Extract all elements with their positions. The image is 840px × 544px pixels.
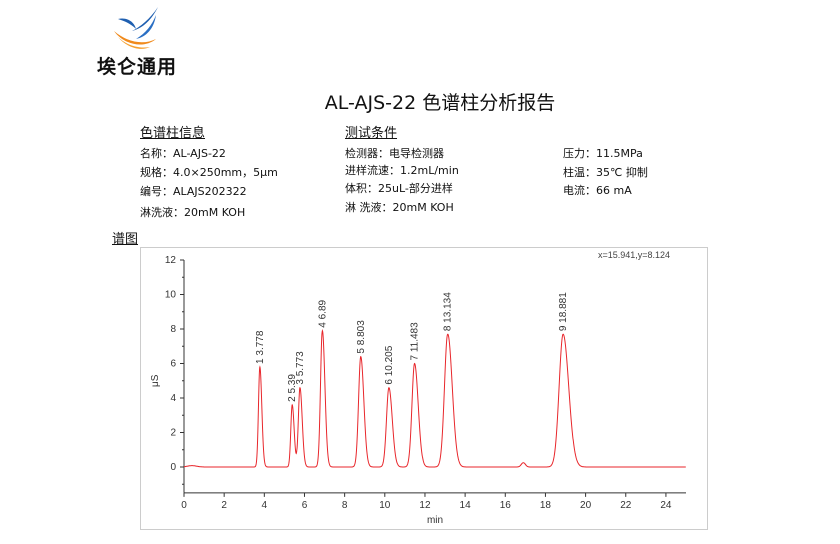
x-tick-label: 8 xyxy=(342,500,348,511)
y-tick-label: 4 xyxy=(170,393,176,404)
eluent: 淋 洗液：20mM KOH xyxy=(345,201,454,214)
y-tick-label: 6 xyxy=(170,359,176,370)
x-tick-label: 22 xyxy=(620,500,632,511)
peak-label: 6 10.205 xyxy=(384,345,395,384)
test-conditions-heading: 测试条件 xyxy=(345,126,398,141)
cursor-readout: x=15.941,y=8.124 xyxy=(598,250,671,260)
column-info-heading: 色谱柱信息 xyxy=(140,126,206,141)
x-tick-label: 14 xyxy=(460,500,472,511)
peak-label: 5 8.803 xyxy=(356,320,367,354)
peak-label: 4 6.89 xyxy=(317,299,328,327)
report-title: AL-AJS-22 色谱柱分析报告 xyxy=(324,92,556,114)
company-logo-icon xyxy=(114,7,158,49)
spectrum-label: 谱图 xyxy=(112,232,139,247)
y-tick-label: 2 xyxy=(170,428,176,439)
detector: 检测器：电导检测器 xyxy=(345,147,444,160)
flow-rate: 进样流速：1.2mL/min xyxy=(345,164,459,177)
column-eluent: 淋洗液：20mM KOH xyxy=(140,206,246,219)
y-tick-label: 12 xyxy=(165,255,177,266)
x-tick-label: 2 xyxy=(221,500,227,511)
pressure: 压力：11.5MPa xyxy=(563,147,643,160)
x-axis-label: min xyxy=(427,515,443,526)
peak-label: 7 11.483 xyxy=(410,322,421,361)
volume: 体积：25uL-部分进样 xyxy=(345,182,453,195)
y-tick-label: 8 xyxy=(170,324,176,335)
x-tick-label: 0 xyxy=(181,500,187,511)
company-logo-text: 埃仑通用 xyxy=(97,56,178,78)
column-number: 编号：ALAJS202322 xyxy=(140,185,247,198)
column-temp: 柱温：35℃ 抑制 xyxy=(563,166,648,179)
x-tick-label: 4 xyxy=(262,500,268,511)
y-axis-label: μS xyxy=(150,374,161,387)
peak-label: 1 3.778 xyxy=(255,330,266,364)
current: 电流：66 mA xyxy=(563,184,632,197)
x-tick-label: 16 xyxy=(500,500,512,511)
peak-label: 8 13.134 xyxy=(443,292,454,331)
peak-label: 2 5.39 xyxy=(287,374,298,402)
peak-label: 9 18.881 xyxy=(558,292,569,331)
x-tick-label: 20 xyxy=(580,500,592,511)
x-tick-label: 18 xyxy=(540,500,552,511)
chart-frame xyxy=(140,247,708,530)
column-spec: 规格：4.0×250mm，5μm xyxy=(140,166,278,179)
y-tick-label: 0 xyxy=(170,462,176,473)
peak-label: 3 5.773 xyxy=(295,351,306,385)
chromatogram-trace xyxy=(184,329,686,468)
x-tick-label: 12 xyxy=(419,500,431,511)
x-tick-label: 6 xyxy=(302,500,308,511)
x-tick-label: 24 xyxy=(660,500,672,511)
y-tick-label: 10 xyxy=(165,290,177,301)
column-name: 名称：AL-AJS-22 xyxy=(140,147,226,160)
x-tick-label: 10 xyxy=(379,500,391,511)
